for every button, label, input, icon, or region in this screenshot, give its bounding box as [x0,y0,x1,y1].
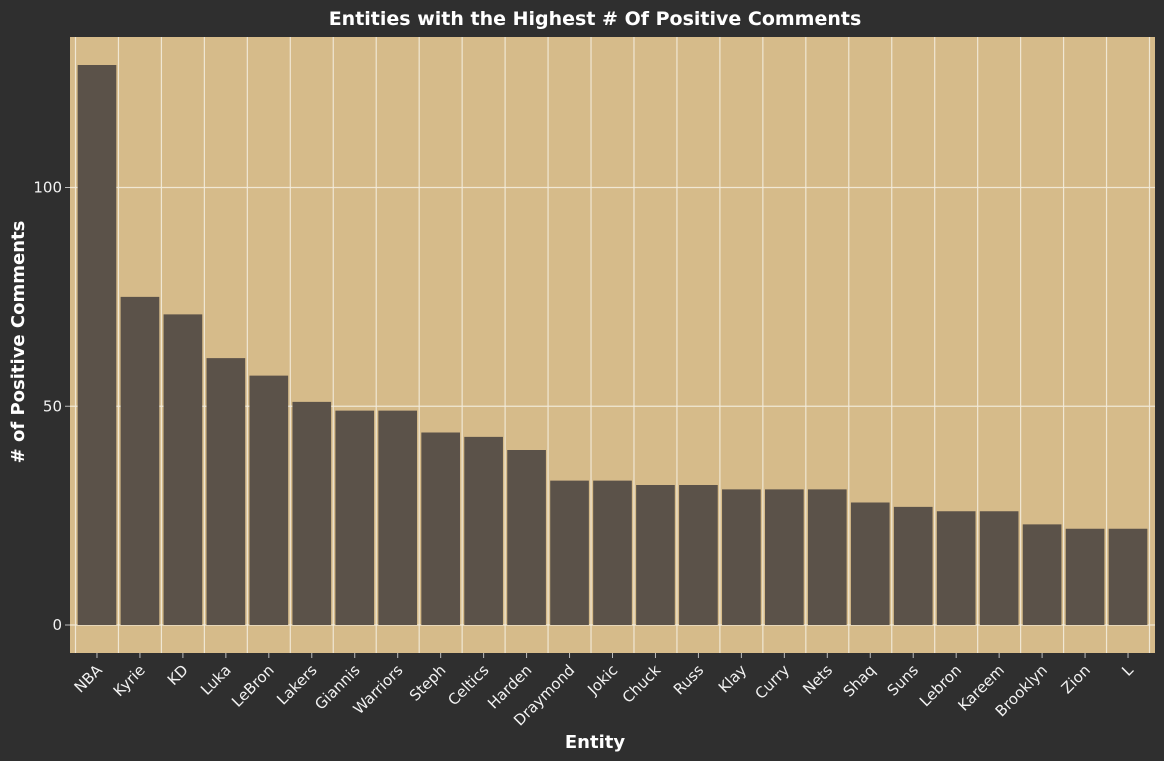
bar-l [1108,528,1148,625]
bar-curry [765,489,804,625]
y-axis-label: # of Positive Comments [8,221,29,464]
bar-giannis [335,410,375,625]
bar-warriors [378,410,418,625]
bar-kd [163,314,203,625]
bar-luka [206,358,246,625]
bar-steph [421,432,460,625]
y-axis-ticks: 0 50 100 [33,179,70,634]
bar-brooklyn [1022,524,1062,625]
bar-harden [507,450,546,625]
bar-chuck [636,485,675,625]
bar-nba [77,65,117,625]
bar-nets [807,489,847,625]
y-tick-label: 50 [43,397,62,415]
y-tick-label: 0 [52,616,62,634]
bar-draymond [550,480,589,625]
bar-celtics [464,436,503,625]
bar-suns [893,506,933,625]
bar-shaq [850,502,890,625]
bar-kareem [979,511,1019,625]
x-axis-label: Entity [565,732,625,753]
y-tick-label: 100 [33,179,62,197]
bar-lebron [936,511,976,625]
bar-jokic [593,480,632,625]
bar-lebron [249,375,289,625]
gridlines [70,37,1155,653]
bar-kyrie [120,296,160,625]
bars [77,65,1148,625]
bar-russ [679,485,718,625]
bar-klay [722,489,761,625]
chart-title: Entities with the Highest # Of Positive … [329,8,862,30]
bar-zion [1065,528,1105,625]
bar-lakers [292,401,332,625]
